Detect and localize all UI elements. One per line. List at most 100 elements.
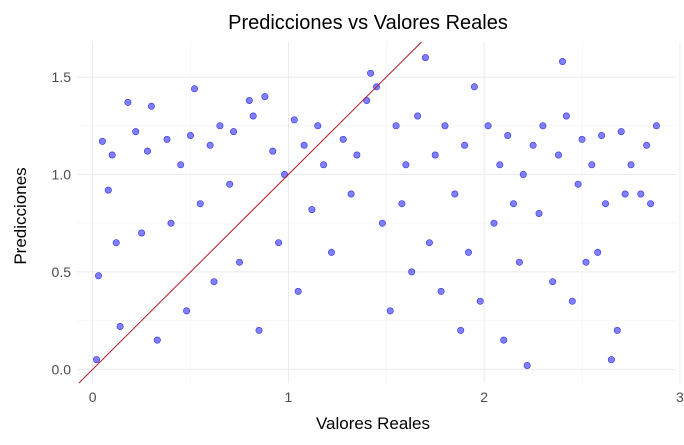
data-point [457,326,465,334]
data-point [95,272,103,280]
reference-line-layer [78,41,422,384]
data-point [153,336,161,344]
data-point [562,112,570,120]
data-point [163,135,171,143]
data-point [621,190,629,198]
data-point [327,248,335,256]
data-point [269,147,277,155]
data-point [339,135,347,143]
data-point [216,122,224,130]
data-point [308,206,316,214]
data-point [378,219,386,227]
data-point [196,200,204,208]
data-point [451,190,459,198]
data-point [598,132,606,140]
data-point [300,141,308,149]
data-point [539,122,547,130]
data-point [515,258,523,266]
y-axis-label: Predicciones [11,167,30,264]
y-tick-label: 0.5 [52,264,72,280]
data-point [529,141,537,149]
data-point [549,278,557,286]
data-point [147,102,155,110]
data-point [206,141,214,149]
x-tick-label: 0 [89,389,97,405]
data-point [398,200,406,208]
data-point [504,132,512,140]
data-point [386,307,394,315]
tick-labels: 0 1 2 3 0.0 0.5 1.0 1.5 [52,69,684,405]
data-point [431,151,439,159]
data-point [116,322,124,330]
data-point [594,248,602,256]
data-point [519,171,527,179]
data-point [574,180,582,188]
data-point [191,85,199,93]
data-point [627,161,635,169]
data-point [613,326,621,334]
data-point [353,151,361,159]
data-point [558,57,566,65]
data-point [236,258,244,266]
data-point [124,98,132,106]
data-point [104,186,112,194]
data-point [568,297,576,305]
data-point [464,248,472,256]
data-point [249,112,257,120]
data-point [363,97,371,105]
data-point [607,356,615,364]
x-tick-label: 1 [285,389,293,405]
data-point [347,190,355,198]
y-tick-label: 0.0 [52,361,72,377]
x-axis-label: Valores Reales [316,414,430,433]
data-point [578,135,586,143]
data-point [523,361,531,369]
data-point [421,54,429,62]
data-point [112,239,120,247]
data-point [226,180,234,188]
data-point [402,161,410,169]
data-point [132,128,140,136]
data-point [617,128,625,136]
data-point [652,122,660,130]
data-point [290,116,298,124]
data-point [637,190,645,198]
x-tick-label: 2 [480,389,488,405]
data-point [414,112,422,120]
data-point [425,239,433,247]
data-point [187,132,195,140]
data-point [490,219,498,227]
data-point [261,93,269,101]
chart-title: Predicciones vs Valores Reales [228,12,508,34]
data-point [643,141,651,149]
reference-line [78,41,422,384]
data-point [476,297,484,305]
data-point [500,336,508,344]
y-tick-label: 1.5 [52,69,72,85]
data-point [601,200,609,208]
y-tick-label: 1.0 [52,167,72,183]
data-point [535,210,543,218]
data-point [144,147,152,155]
data-point [588,161,596,169]
data-point [167,219,175,227]
data-point [245,97,253,105]
data-point [484,122,492,130]
x-tick-label: 3 [676,389,684,405]
grid [77,42,681,383]
data-point [108,151,116,159]
data-point [647,200,655,208]
data-point [496,161,504,169]
data-point [437,287,445,295]
data-points [93,54,660,369]
data-point [392,122,400,130]
data-point [367,69,375,77]
data-point [470,83,478,91]
data-point [210,278,218,286]
data-point [408,268,416,276]
data-point [582,258,590,266]
data-point [320,161,328,169]
data-point [441,122,449,130]
